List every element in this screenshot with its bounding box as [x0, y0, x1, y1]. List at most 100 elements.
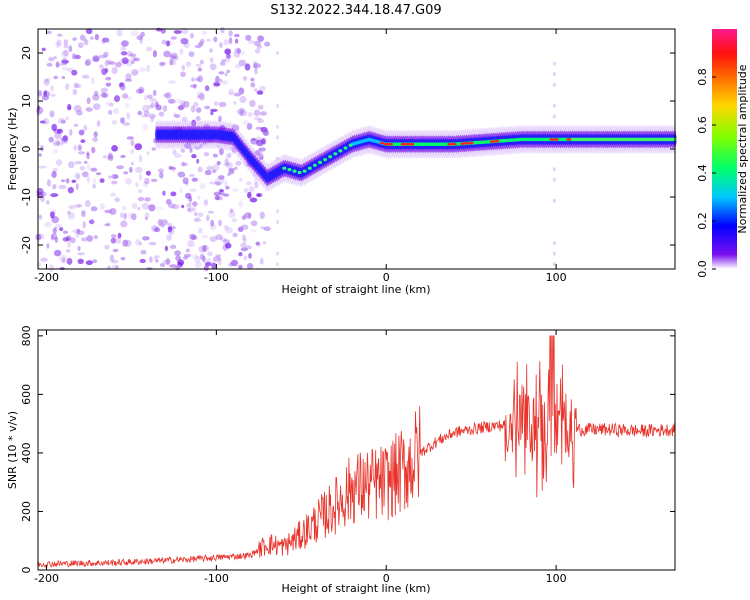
noise-blob: [111, 120, 118, 125]
noise-blob: [73, 203, 81, 209]
noise-blob: [53, 249, 62, 257]
noise-blob: [199, 143, 203, 148]
noise-blob: [169, 264, 178, 268]
noise-blob: [168, 80, 176, 84]
noise-blob: [224, 57, 231, 63]
noise-blob: [153, 255, 160, 259]
noise-blob: [114, 174, 119, 179]
noise-blob: [238, 87, 245, 95]
noise-blob: [254, 48, 261, 54]
noise-blob: [106, 221, 111, 227]
noise-blob: [148, 113, 156, 119]
noise-blob: [37, 233, 45, 240]
noise-blob: [206, 257, 211, 263]
noise-blob: [222, 239, 231, 244]
noise-blob: [59, 254, 67, 262]
noise-blob: [215, 234, 223, 240]
noise-blob: [120, 155, 126, 158]
noise-blob: [219, 148, 224, 156]
noise-blob: [245, 62, 250, 70]
noise-blob: [231, 146, 236, 154]
noise-blob: [141, 202, 150, 210]
noise-blob: [242, 76, 248, 81]
noise-blob: [61, 257, 66, 264]
noise-blob: [188, 196, 193, 202]
noise-blob: [174, 153, 182, 159]
noise-blob: [53, 75, 58, 80]
noise-blob: [239, 111, 244, 117]
noise-blob: [88, 219, 95, 224]
noise-blob: [208, 181, 217, 185]
noise-blob: [225, 153, 229, 160]
noise-blob: [117, 232, 122, 239]
snr-frame: [37, 329, 676, 571]
noise-blob: [200, 38, 205, 44]
noise-blob: [81, 74, 90, 79]
noise-blob: [52, 209, 57, 215]
noise-blob: [116, 29, 123, 37]
noise-blob: [177, 171, 186, 178]
noise-blob: [187, 207, 192, 212]
noise-blob: [62, 49, 69, 57]
noise-blob: [231, 124, 240, 131]
noise-blob: [149, 256, 153, 263]
noise-blob: [216, 196, 223, 201]
noise-blob: [93, 103, 101, 110]
noise-blob: [92, 137, 98, 142]
noise-blob: [192, 254, 199, 259]
noise-blob: [100, 87, 109, 93]
noise-blob: [60, 137, 65, 142]
noise-blob: [38, 153, 42, 157]
noise-blob: [72, 37, 77, 41]
ridge-core: [333, 152, 338, 156]
noise-blob: [140, 114, 148, 118]
noise-blob: [151, 147, 156, 151]
noise-blob: [52, 227, 57, 234]
noise-blob: [170, 191, 177, 197]
noise-blob: [72, 53, 76, 60]
noise-blob: [82, 221, 86, 229]
noise-blob: [86, 151, 90, 156]
noise-blob: [552, 103, 557, 108]
noise-blob: [189, 188, 197, 193]
noise-blob: [260, 226, 265, 230]
noise-blob: [238, 200, 244, 208]
noise-blob: [144, 197, 151, 202]
noise-blob: [201, 30, 208, 35]
noise-blob: [120, 220, 128, 228]
noise-blob: [105, 76, 112, 81]
noise-blob: [102, 37, 110, 43]
noise-blob: [199, 182, 206, 190]
x-tick-label: 100: [546, 271, 567, 284]
noise-blob: [139, 258, 146, 264]
noise-blob: [176, 98, 182, 104]
noise-blob: [102, 155, 108, 159]
noise-blob: [76, 204, 83, 208]
noise-blob: [187, 240, 195, 248]
noise-blob: [228, 262, 234, 267]
noise-blob: [80, 139, 86, 144]
noise-blob: [61, 50, 69, 58]
noise-blob: [98, 64, 104, 69]
noise-blob: [254, 67, 258, 75]
noise-blob: [249, 99, 256, 108]
noise-blob: [213, 256, 221, 262]
noise-blob: [191, 177, 198, 182]
noise-blob: [73, 82, 80, 89]
noise-blob: [161, 39, 167, 45]
snr-ylabel: SNR (10 * v/v): [6, 411, 19, 489]
noise-blob: [101, 68, 107, 76]
noise-blob: [75, 231, 80, 239]
noise-blob: [37, 90, 43, 97]
noise-blob: [78, 42, 84, 49]
noise-blob: [123, 212, 127, 220]
noise-blob: [162, 93, 170, 98]
noise-blob: [67, 212, 76, 220]
noise-blob: [275, 124, 280, 129]
noise-blob: [49, 110, 55, 118]
noise-blob: [76, 173, 81, 181]
noise-blob: [253, 63, 262, 69]
noise-blob: [193, 146, 201, 150]
noise-blob: [145, 46, 153, 52]
noise-blob: [190, 32, 194, 39]
